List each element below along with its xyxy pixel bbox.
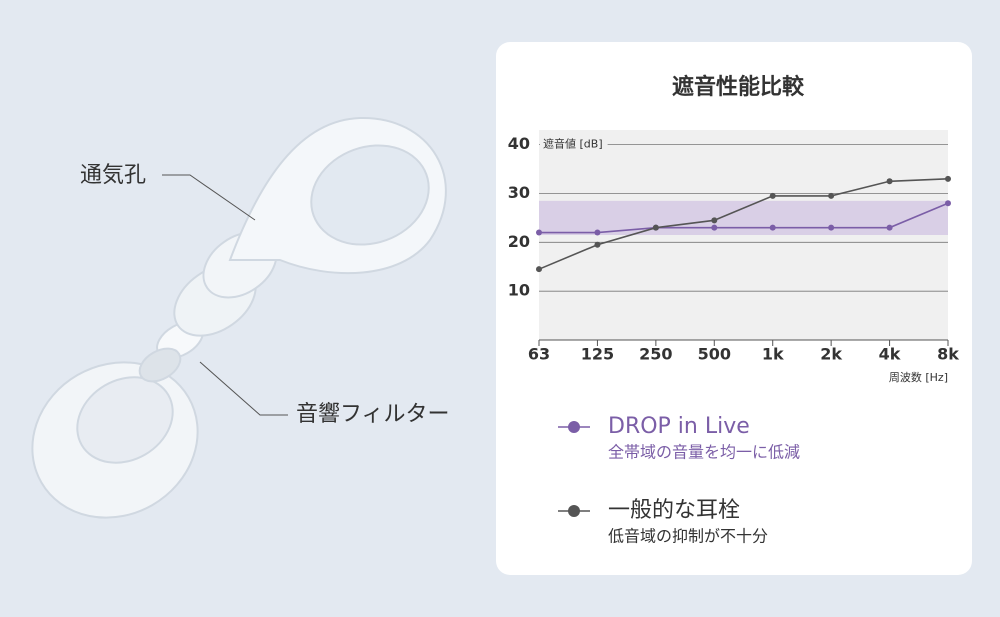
x-tick-label: 2k xyxy=(820,345,842,364)
data-point xyxy=(652,224,659,231)
x-tick-label: 500 xyxy=(698,345,731,364)
x-tick-label: 125 xyxy=(581,345,614,364)
series-line xyxy=(538,178,949,270)
data-point xyxy=(828,224,835,231)
x-tick-label: 4k xyxy=(879,345,901,364)
x-tick-label: 1k xyxy=(762,345,784,364)
x-axis-label: 周波数 [Hz] xyxy=(889,371,948,384)
vent-label: 通気孔 xyxy=(80,163,146,188)
highlight-band xyxy=(539,200,948,235)
x-tick-label: 250 xyxy=(639,345,672,364)
y-tick-label: 30 xyxy=(508,183,530,202)
y-tick-label: 20 xyxy=(508,232,530,251)
data-point xyxy=(769,192,776,199)
legend-name: 一般的な耳栓 xyxy=(608,498,740,523)
legend-subtitle: 低音域の抑制が不十分 xyxy=(608,527,768,546)
data-point xyxy=(945,200,951,207)
data-point xyxy=(886,178,893,185)
data-point xyxy=(828,192,835,199)
data-point xyxy=(594,241,601,248)
legend-marker xyxy=(568,505,580,517)
data-point xyxy=(711,224,718,231)
y-tick-label: 10 xyxy=(508,281,530,300)
legend-marker xyxy=(568,421,580,433)
product-illustration xyxy=(31,116,447,519)
data-point xyxy=(711,217,718,224)
y-axis-label-bg xyxy=(540,136,608,151)
x-tick-label: 8k xyxy=(937,345,959,364)
data-point xyxy=(536,266,542,273)
series-line xyxy=(539,202,949,234)
chart-title: 遮音性能比較 xyxy=(672,74,805,100)
data-point xyxy=(886,224,893,231)
filter-leader xyxy=(199,361,288,416)
data-point xyxy=(536,229,542,236)
data-point xyxy=(594,229,601,236)
data-point xyxy=(945,175,951,182)
vent-leader xyxy=(162,174,256,221)
x-tick-label: 63 xyxy=(528,345,550,364)
y-tick-label: 40 xyxy=(508,134,530,153)
data-point xyxy=(769,224,776,231)
legend-subtitle: 全帯域の音量を均一に低減 xyxy=(608,443,800,462)
filter-label: 音響フィルター xyxy=(296,402,450,427)
legend-name: DROP in Live xyxy=(608,414,750,439)
y-axis-label: 遮音値 [dB] xyxy=(543,137,603,151)
